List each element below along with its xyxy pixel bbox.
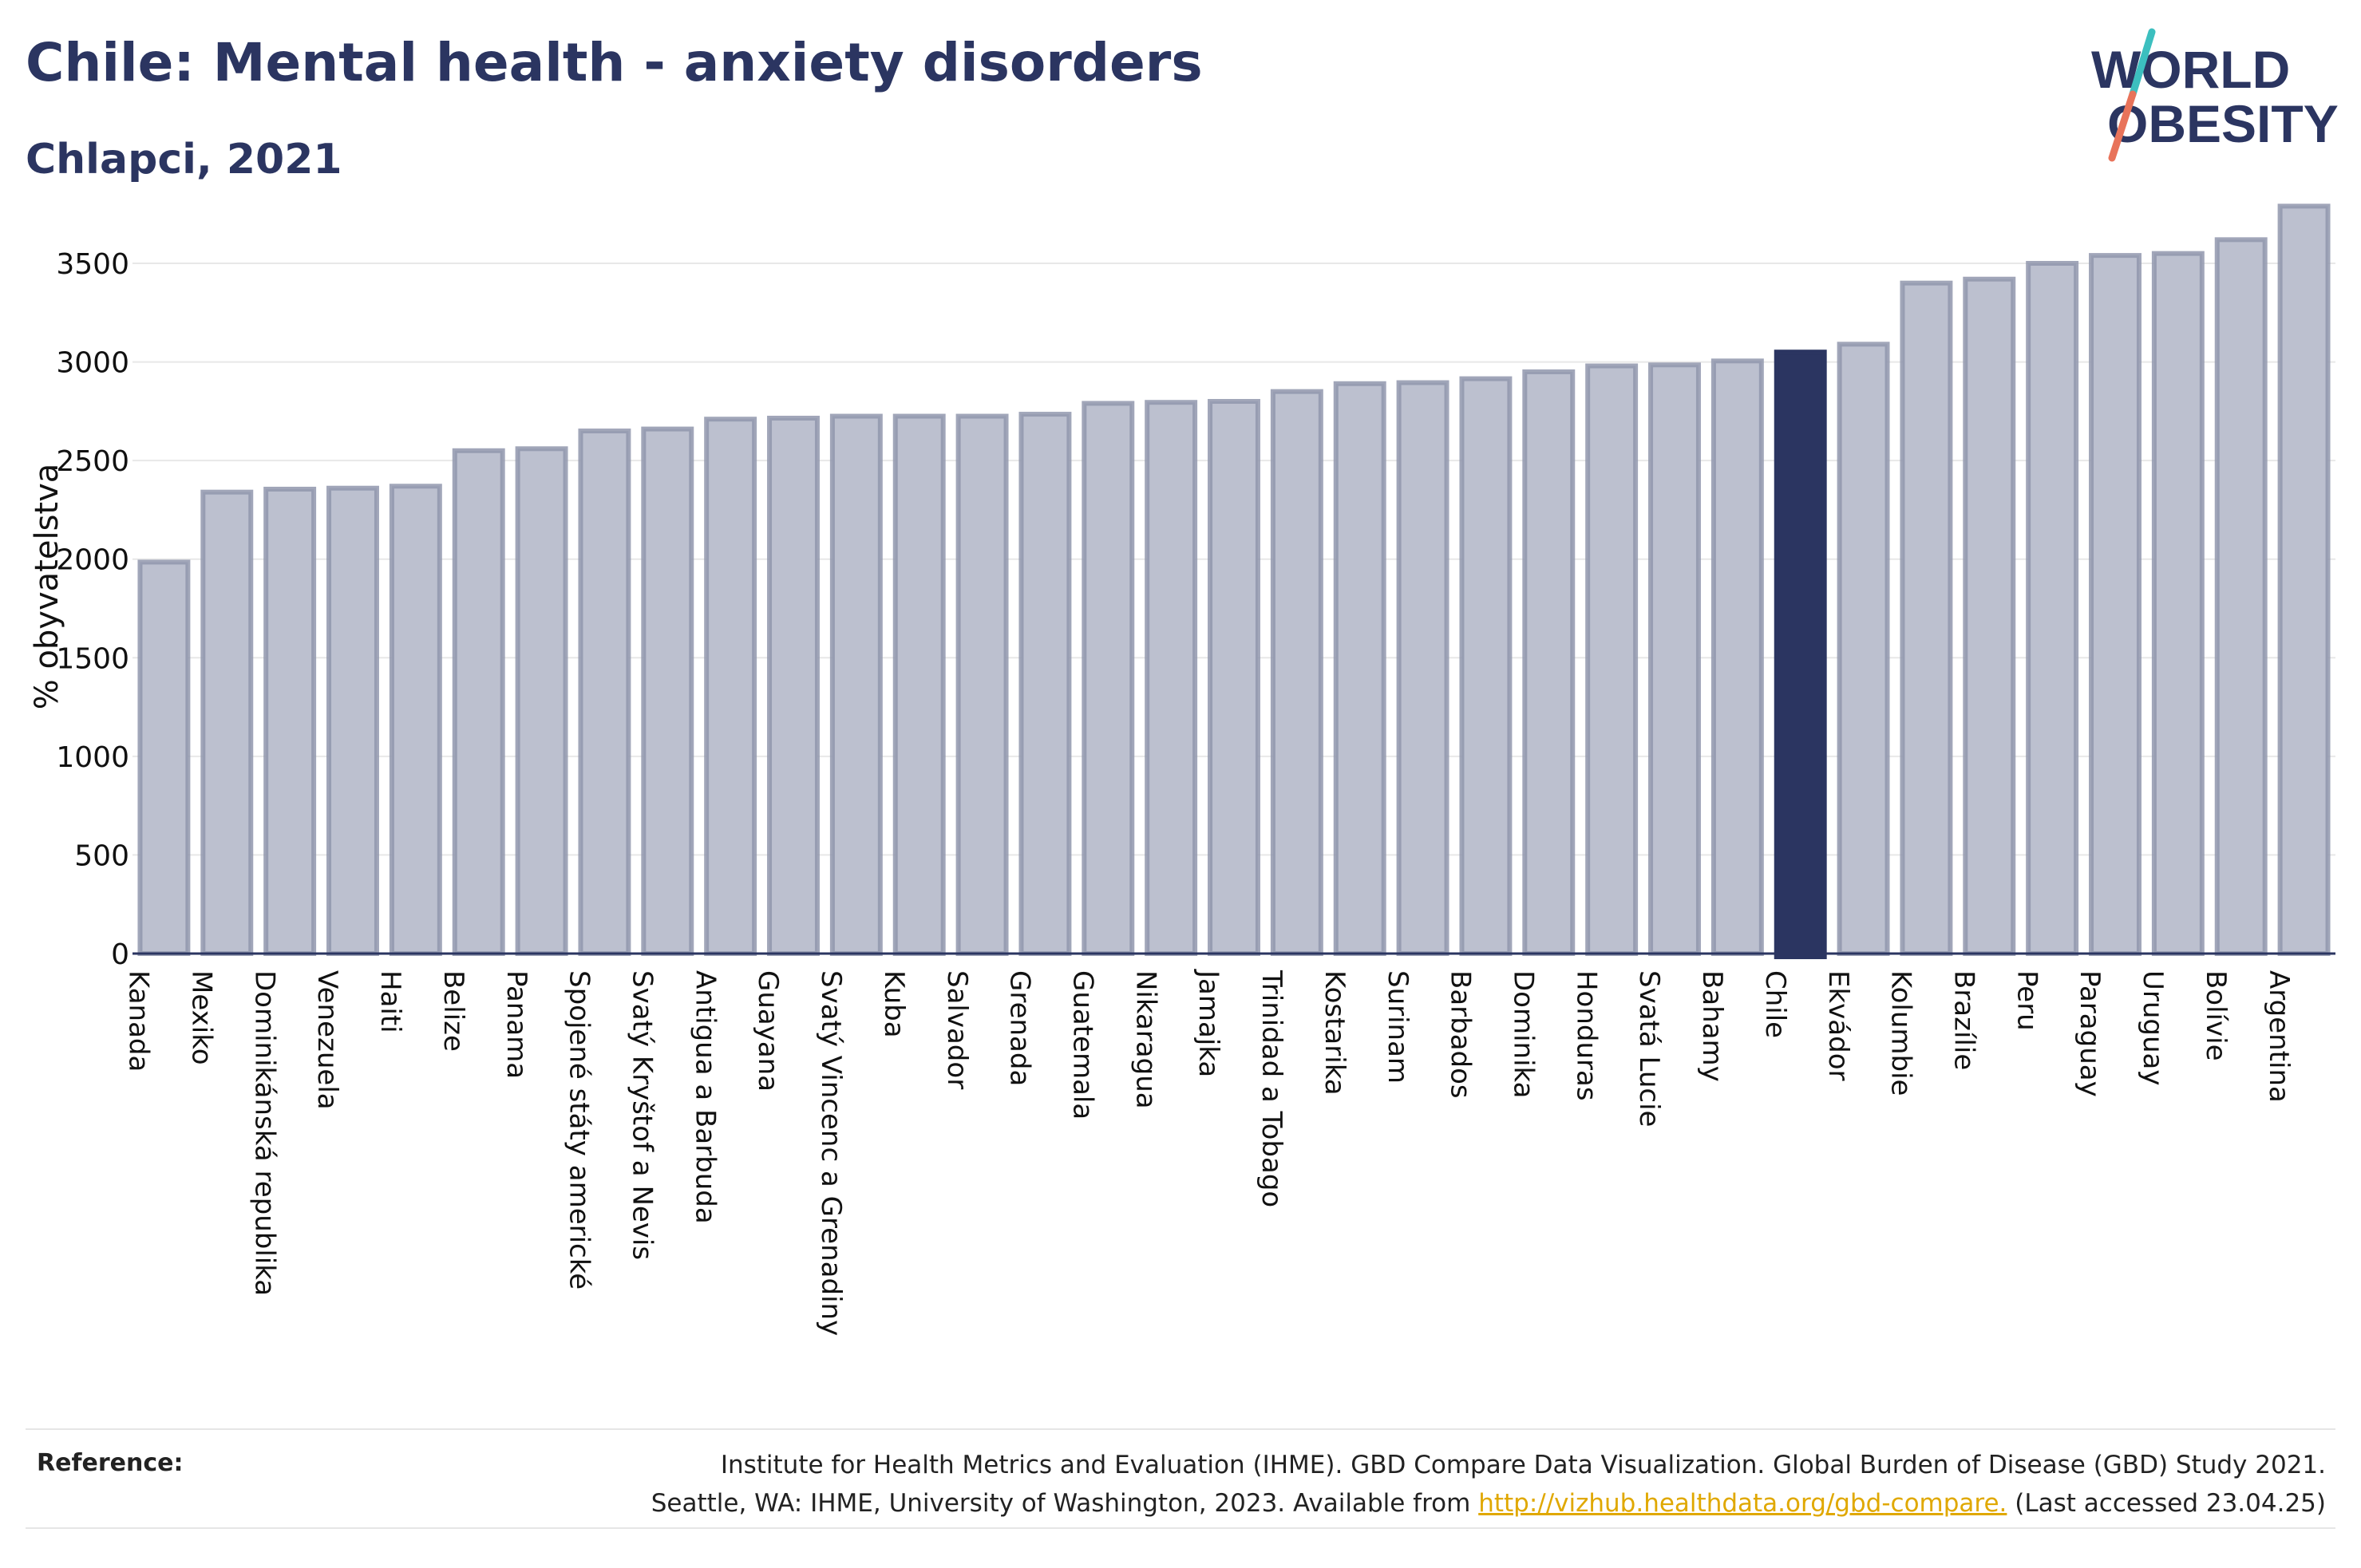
bar [2277,203,2331,957]
bar [200,489,254,956]
x-tick-label: Trinidad a Tobago [1256,970,1287,1207]
logo-line1: WORLD [2091,40,2290,99]
y-tick-label: 2000 [56,544,129,577]
bar [767,416,820,956]
bar [1900,280,1953,956]
x-tick-label: Jamajka [1192,969,1224,1077]
bar [137,559,191,957]
x-tick-label: Honduras [1570,970,1602,1101]
x-tick-label: Salvador [941,970,973,1089]
x-tick-label: Peru [2011,970,2043,1031]
page-subtitle: Chlapci, 2021 [26,136,342,184]
y-tick-label: 500 [74,839,129,872]
y-tick-label: 0 [111,938,129,971]
y-tick-label: 3000 [56,347,129,380]
y-axis-label: % obyvatelstva [29,464,65,710]
x-tick-label: Chile [1759,970,1791,1038]
bar [2026,261,2079,956]
x-tick-label: Kostarika [1319,970,1351,1096]
x-tick-label: Brazílie [1948,970,1980,1070]
x-tick-label: Panama [500,970,532,1079]
x-tick-label: Bolívie [2200,970,2232,1061]
x-tick-label: Uruguay [2137,970,2169,1086]
bar [892,413,946,956]
bar [1270,389,1323,956]
x-tick-label: Guatemala [1067,970,1099,1120]
x-tick-label: Haiti [374,970,406,1033]
reference-line-2: Seattle, WA: IHME, University of Washing… [651,1484,2326,1523]
x-tick-label: Spojené státy americké [564,970,595,1290]
reference-line-1: Institute for Health Metrics and Evaluat… [720,1451,2326,1479]
x-tick-label: Belize [437,970,469,1052]
bar [1963,276,2016,956]
x-tick-label: Guayana [752,970,784,1092]
x-tick-label: Grenada [1004,970,1036,1086]
x-tick-label: Venezuela [311,970,343,1110]
bar-chart: 0 500 1000 1500 2000 2500 3000 3500 Kanada Mexik… [29,203,2335,1336]
page-title: Chile: Mental health - anxiety disorders [26,32,1203,93]
x-tick-label: Mexiko [186,970,218,1065]
bar [2214,237,2268,957]
reference-text: Institute for Health Metrics and Evaluat… [651,1446,2326,1523]
reference-line-2-tail: (Last accessed 23.04.25) [2007,1489,2326,1518]
bar [1459,376,1513,957]
bar [1208,399,1260,956]
y-tick-label: 3500 [56,248,129,281]
bar [515,446,568,956]
bar [578,429,631,956]
reference-line-2-text: Seattle, WA: IHME, University of Washing… [651,1489,1479,1518]
x-tick-labels: Kanada Mexiko Dominikánská republika Venezu… [123,969,2295,1336]
logo-slash-teal [2129,28,2156,98]
x-tick-label: Svatý Kryštof a Nevis [627,970,658,1260]
logo-slash-coral [2108,90,2137,162]
reference-label: Reference: [37,1449,184,1477]
bar [1837,342,1890,957]
bar [389,484,442,956]
world-obesity-logo: WORLD OBESITY [2091,28,2339,162]
x-tick-label: Surinam [1382,970,1414,1084]
bar [1522,369,1576,956]
x-tick-label: Argentina [2263,970,2295,1103]
bar [1145,400,1198,956]
bar [2089,253,2142,957]
bar [452,448,505,956]
bars [137,203,2331,959]
bar [1585,363,1639,956]
y-tick-label: 1000 [56,741,129,774]
x-tick-label: Nikaragua [1129,970,1161,1109]
logo-line2: OBESITY [2107,94,2339,153]
bar [829,413,883,956]
x-tick-label: Svatá Lucie [1633,970,1665,1127]
x-tick-label: Dominikánská republika [248,970,280,1296]
footer-rule-top [26,1428,2335,1430]
x-tick-label: Bahamy [1696,970,1728,1082]
x-tick-label: Dominika [1508,970,1540,1098]
x-tick-label: Paraguay [2074,970,2106,1097]
bar [641,426,694,956]
bar [1082,401,1135,956]
reference-link[interactable]: http://vizhub.healthdata.org/gbd-compare… [1478,1489,2007,1518]
bar [1018,412,1072,956]
bar-highlight [1774,350,1827,959]
x-tick-label: Ekvádor [1822,970,1854,1081]
bar [1648,362,1701,956]
footer-rule-bottom [26,1527,2335,1529]
bar [263,486,317,956]
x-tick-label: Svatý Vincenc a Grenadiny [815,970,847,1336]
x-tick-label: Kuba [878,970,910,1038]
x-tick-label: Antigua a Barbuda [689,970,721,1224]
y-tick-label: 1500 [56,642,129,675]
x-tick-label: Kolumbie [1885,970,1917,1096]
y-tick-label: 2500 [56,445,129,478]
bar [1333,381,1386,956]
bar [1710,358,1764,957]
y-tick-labels: 0 500 1000 1500 2000 2500 3000 3500 [56,248,129,971]
bar [326,485,379,956]
bar [2151,251,2205,956]
x-tick-label: Kanada [123,970,155,1072]
bar [955,413,1009,956]
bar [1396,380,1449,956]
x-tick-label: Barbados [1445,970,1477,1099]
bar [704,417,757,956]
